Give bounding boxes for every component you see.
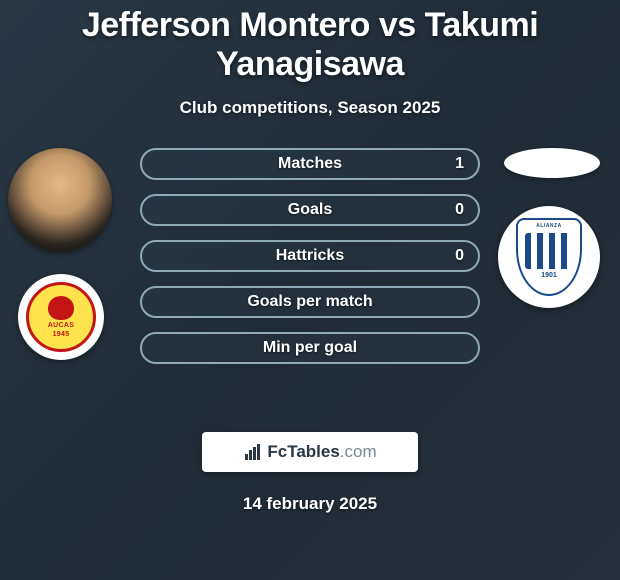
stat-label: Goals [288,201,332,219]
stat-label: Goals per match [247,293,372,311]
stats-list: Matches 1 Goals 0 Hattricks 0 Goals per match M… [140,148,480,378]
brand-bars-icon [243,444,263,460]
page-title: Jefferson Montero vs Takumi Yanagisawa [0,0,620,84]
stat-row: Goals 0 [140,194,480,226]
stat-row: Goals per match [140,286,480,318]
stat-label: Hattricks [276,247,344,265]
club-right-badge: ALIANZA 1901 [498,206,600,308]
left-column: AUCAS 1945 [8,148,128,360]
club-left-head-icon [48,296,74,320]
club-right-year: 1901 [541,272,557,279]
club-left-year: 1945 [53,331,70,338]
stat-row: Min per goal [140,332,480,364]
stat-value-right: 0 [455,247,464,265]
date-label: 14 february 2025 [0,494,620,514]
stat-row: Hattricks 0 [140,240,480,272]
brand-main: FcTables [267,442,339,461]
club-right-stripes-icon [525,233,573,269]
club-left-inner: AUCAS 1945 [26,282,96,352]
club-right-name: ALIANZA [536,223,561,229]
brand-suffix: .com [340,442,377,461]
player-right-placeholder [504,148,600,178]
club-right-shield: ALIANZA 1901 [516,218,582,296]
stat-label: Matches [278,155,342,173]
player-left-avatar [8,148,112,252]
stat-label: Min per goal [263,339,357,357]
club-left-name: AUCAS [48,322,74,329]
right-column: ALIANZA 1901 [492,148,612,308]
stat-value-right: 1 [455,155,464,173]
stat-row: Matches 1 [140,148,480,180]
branding-box: FcTables.com [202,432,418,472]
brand-text: FcTables.com [267,442,376,462]
comparison-content: AUCAS 1945 ALIANZA 1901 Matches1Goals0Ha… [0,148,620,428]
subtitle: Club competitions, Season 2025 [0,98,620,118]
club-left-badge: AUCAS 1945 [18,274,104,360]
stat-value-right: 0 [455,201,464,219]
